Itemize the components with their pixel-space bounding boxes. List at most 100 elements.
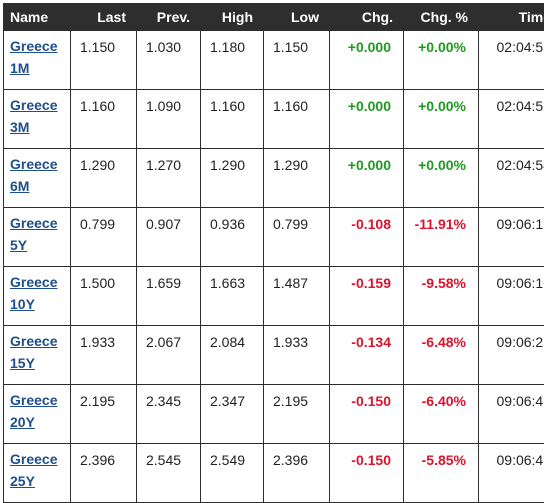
table-header: Name Last Prev. High Low Chg. Chg. % Tim…	[4, 4, 544, 31]
time-cell: 02:04:54	[479, 149, 544, 208]
time-cell: 09:06:47	[479, 444, 544, 503]
change-percent-cell: +0.00%	[404, 90, 479, 149]
instrument-tenor: 10Y	[10, 296, 35, 312]
low-cell: 1.150	[264, 31, 330, 90]
change-percent-cell: -6.48%	[404, 326, 479, 385]
change-percent-cell: -11.91%	[404, 208, 479, 267]
last-cell: 1.150	[71, 31, 137, 90]
header-time[interactable]: Time	[479, 4, 544, 31]
prev-cell: 1.030	[137, 31, 201, 90]
instrument-name: Greece	[10, 333, 57, 349]
header-low[interactable]: Low	[264, 4, 330, 31]
change-cell: -0.134	[330, 326, 404, 385]
time-cell: 09:06:19	[479, 208, 544, 267]
change-cell: -0.150	[330, 444, 404, 503]
last-cell: 2.195	[71, 385, 137, 444]
name-cell: Greece 10Y	[4, 267, 71, 326]
name-cell: Greece 6M	[4, 149, 71, 208]
time-cell: 09:06:47	[479, 385, 544, 444]
instrument-name: Greece	[10, 451, 57, 467]
change-cell: +0.000	[330, 31, 404, 90]
low-cell: 1.290	[264, 149, 330, 208]
last-cell: 1.290	[71, 149, 137, 208]
header-change[interactable]: Chg.	[330, 4, 404, 31]
high-cell: 2.347	[201, 385, 264, 444]
low-cell: 1.487	[264, 267, 330, 326]
last-cell: 0.799	[71, 208, 137, 267]
instrument-name: Greece	[10, 156, 57, 172]
prev-cell: 0.907	[137, 208, 201, 267]
prev-cell: 1.090	[137, 90, 201, 149]
bond-quotes-table: Name Last Prev. High Low Chg. Chg. % Tim…	[3, 3, 544, 503]
low-cell: 1.933	[264, 326, 330, 385]
high-cell: 2.549	[201, 444, 264, 503]
instrument-link[interactable]: Greece 10Y	[10, 274, 57, 312]
instrument-link[interactable]: Greece 3M	[10, 97, 57, 135]
change-percent-cell: +0.00%	[404, 149, 479, 208]
name-cell: Greece 3M	[4, 90, 71, 149]
prev-cell: 1.270	[137, 149, 201, 208]
high-cell: 1.160	[201, 90, 264, 149]
header-row: Name Last Prev. High Low Chg. Chg. % Tim…	[4, 4, 544, 31]
high-cell: 1.663	[201, 267, 264, 326]
change-cell: -0.159	[330, 267, 404, 326]
instrument-tenor: 15Y	[10, 355, 35, 371]
change-percent-cell: -5.85%	[404, 444, 479, 503]
instrument-tenor: 20Y	[10, 414, 35, 430]
name-cell: Greece 20Y	[4, 385, 71, 444]
high-cell: 1.290	[201, 149, 264, 208]
instrument-link[interactable]: Greece 6M	[10, 156, 57, 194]
header-prev[interactable]: Prev.	[137, 4, 201, 31]
last-cell: 1.500	[71, 267, 137, 326]
prev-cell: 2.067	[137, 326, 201, 385]
change-cell: -0.150	[330, 385, 404, 444]
instrument-link[interactable]: Greece 15Y	[10, 333, 57, 371]
instrument-name: Greece	[10, 97, 57, 113]
time-cell: 09:06:25	[479, 326, 544, 385]
header-last[interactable]: Last	[71, 4, 137, 31]
prev-cell: 2.345	[137, 385, 201, 444]
instrument-name: Greece	[10, 274, 57, 290]
header-high[interactable]: High	[201, 4, 264, 31]
header-change-percent[interactable]: Chg. %	[404, 4, 479, 31]
header-name[interactable]: Name	[4, 4, 71, 31]
instrument-tenor: 6M	[10, 178, 29, 194]
instrument-name: Greece	[10, 392, 57, 408]
last-cell: 2.396	[71, 444, 137, 503]
high-cell: 1.180	[201, 31, 264, 90]
instrument-tenor: 25Y	[10, 473, 35, 489]
instrument-link[interactable]: Greece 20Y	[10, 392, 57, 430]
change-cell: +0.000	[330, 149, 404, 208]
low-cell: 2.195	[264, 385, 330, 444]
high-cell: 2.084	[201, 326, 264, 385]
time-cell: 02:04:56	[479, 31, 544, 90]
time-cell: 02:04:55	[479, 90, 544, 149]
change-percent-cell: -9.58%	[404, 267, 479, 326]
high-cell: 0.936	[201, 208, 264, 267]
change-percent-cell: +0.00%	[404, 31, 479, 90]
prev-cell: 1.659	[137, 267, 201, 326]
prev-cell: 2.545	[137, 444, 201, 503]
instrument-tenor: 3M	[10, 119, 29, 135]
instrument-link[interactable]: Greece 25Y	[10, 451, 57, 489]
instrument-name: Greece	[10, 215, 57, 231]
last-cell: 1.160	[71, 90, 137, 149]
name-cell: Greece 15Y	[4, 326, 71, 385]
change-cell: +0.000	[330, 90, 404, 149]
instrument-tenor: 1M	[10, 60, 29, 76]
name-cell: Greece 25Y	[4, 444, 71, 503]
change-percent-cell: -6.40%	[404, 385, 479, 444]
